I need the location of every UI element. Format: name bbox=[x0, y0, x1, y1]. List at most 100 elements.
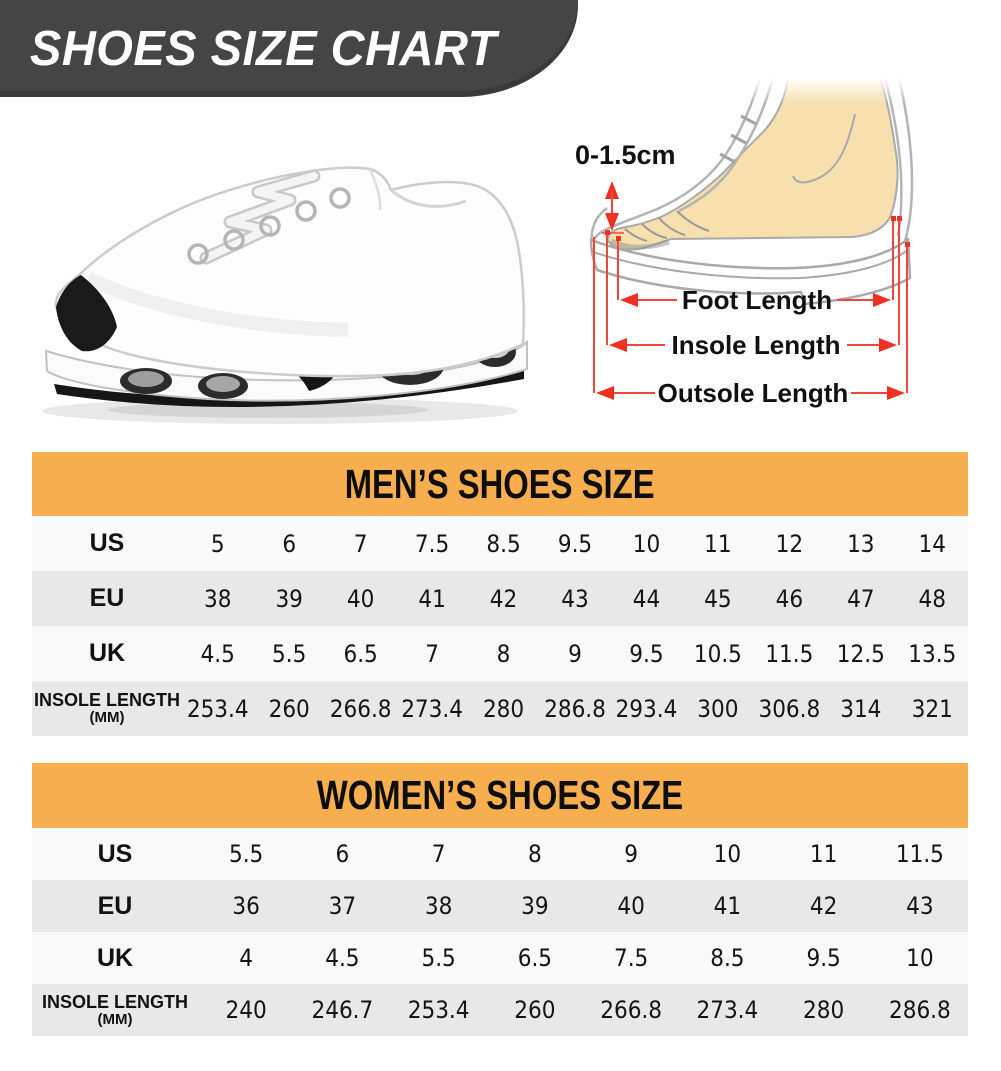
size-value-cell: 47 bbox=[847, 584, 875, 613]
size-value-cell: 4 bbox=[239, 944, 253, 972]
row-label: INSOLE LENGTH (MM) bbox=[32, 691, 182, 726]
size-value-cell: 300 bbox=[697, 694, 739, 723]
size-value-cell: 12 bbox=[775, 529, 804, 558]
size-value-cell: 11 bbox=[809, 840, 838, 868]
size-value-cell: 45 bbox=[704, 584, 732, 613]
toe-gap-label: 0-1.5cm bbox=[575, 140, 676, 170]
size-value-cell: 4.5 bbox=[200, 639, 235, 668]
row-label-text: INSOLE LENGTH bbox=[41, 991, 188, 1012]
toe-lines bbox=[624, 210, 710, 242]
row-label-unit: (MM) bbox=[89, 709, 125, 726]
size-value-cell: 266.8 bbox=[600, 996, 663, 1024]
size-value-cell: 13 bbox=[847, 529, 875, 558]
womens-table-title: WOMEN’S SHOES SIZE bbox=[316, 772, 684, 818]
size-value-cell: 246.7 bbox=[311, 996, 374, 1024]
size-value-cell: 9.5 bbox=[557, 529, 593, 558]
outsole-length-label: Outsole Length bbox=[658, 378, 849, 408]
row-label: UK bbox=[32, 944, 198, 973]
insole-length-label: Insole Length bbox=[672, 330, 841, 360]
lace-eyelets bbox=[187, 187, 351, 265]
size-value-cell: 8.5 bbox=[486, 529, 521, 558]
womens-table-rows: US 5.5 6 7 8 9 10 11 11.5 EU 36 37 38 39 40 41 42 43 UK 4 4.… bbox=[32, 828, 968, 1036]
womens-size-table: WOMEN’S SHOES SIZE US 5.5 6 7 8 9 10 11 11.5 EU 36… bbox=[32, 763, 968, 1036]
size-value-cell: 253.4 bbox=[186, 694, 249, 723]
toe-cap bbox=[56, 275, 117, 352]
table-row-eu: EU 38 39 40 41 42 43 44 45 46 47 48 bbox=[32, 571, 968, 626]
table-row-eu: EU 36 37 38 39 40 41 42 43 bbox=[32, 880, 968, 932]
size-value-cell: 11.5 bbox=[765, 639, 814, 668]
size-value-cell: 293.4 bbox=[615, 694, 678, 723]
foot-length-label: Foot Length bbox=[682, 285, 832, 315]
row-label-text: EU bbox=[97, 891, 133, 920]
size-value-cell: 43 bbox=[906, 892, 934, 920]
size-value-cell: 37 bbox=[328, 892, 357, 920]
row-label-text: INSOLE LENGTH bbox=[33, 690, 180, 710]
size-value-cell: 321 bbox=[911, 694, 953, 723]
toe-shadow bbox=[609, 238, 670, 250]
size-value-cell: 6.5 bbox=[517, 944, 553, 972]
size-value-cell: 40 bbox=[346, 584, 375, 613]
size-value-cell: 10 bbox=[713, 840, 742, 868]
dimension-dots bbox=[605, 216, 910, 247]
laces bbox=[199, 169, 321, 265]
size-value-cell: 11 bbox=[704, 529, 732, 558]
size-value-cell: 260 bbox=[268, 694, 310, 723]
size-value-cell: 42 bbox=[489, 584, 518, 613]
size-value-cell: 273.4 bbox=[696, 996, 759, 1024]
size-value-cell: 7.5 bbox=[414, 529, 450, 558]
size-value-cell: 9.5 bbox=[629, 639, 664, 668]
size-value-cell: 10 bbox=[906, 944, 934, 972]
foot-diagram-svg: 0-1.5cm Foot Length Insole Length Outsol… bbox=[575, 78, 915, 408]
row-label-text: US bbox=[89, 529, 125, 557]
mesh-shading bbox=[84, 271, 349, 337]
header-banner: SHOES SIZE CHART bbox=[0, 0, 578, 97]
table-row-us: US 5 6 7 7.5 8.5 9.5 10 11 12 13 14 bbox=[32, 516, 968, 571]
size-value-cell: 266.8 bbox=[329, 694, 392, 723]
row-label: UK bbox=[32, 639, 182, 668]
size-value-cell: 48 bbox=[918, 584, 946, 613]
table-row-uk: UK 4.5 5.5 6.5 7 8 9 9.5 10.5 11.5 12.5 13.5 bbox=[32, 626, 968, 681]
outsole bbox=[54, 368, 524, 407]
size-value-cell: 44 bbox=[632, 584, 661, 613]
row-label: EU bbox=[32, 892, 198, 921]
size-value-cell: 42 bbox=[809, 892, 838, 920]
size-value-cell: 38 bbox=[203, 584, 232, 613]
size-value-cell: 46 bbox=[775, 584, 804, 613]
size-value-cell: 273.4 bbox=[401, 694, 463, 723]
table-row-uk: UK 4 4.5 5.5 6.5 7.5 8.5 9.5 10 bbox=[32, 932, 968, 984]
dimension-lines bbox=[593, 181, 908, 400]
row-label-text: UK bbox=[96, 943, 134, 972]
size-value-cell: 280 bbox=[803, 996, 845, 1024]
size-value-cell: 6 bbox=[335, 840, 350, 868]
size-value-cell: 14 bbox=[918, 529, 946, 558]
lace-ticks bbox=[719, 114, 757, 164]
table-row-us: US 5.5 6 7 8 9 10 11 11.5 bbox=[32, 828, 968, 880]
size-value-cell: 5.5 bbox=[272, 639, 307, 668]
mens-table-title-bar: MEN’S SHOES SIZE bbox=[32, 452, 968, 516]
mens-table-rows: US 5 6 7 7.5 8.5 9.5 10 11 12 13 14 EU 38 39 40 41 42 43 44… bbox=[32, 516, 968, 736]
size-value-cell: 7 bbox=[425, 639, 439, 668]
size-value-cell: 13.5 bbox=[908, 639, 957, 668]
ankle-line bbox=[792, 113, 856, 184]
size-value-cell: 260 bbox=[514, 996, 556, 1024]
mens-size-table: MEN’S SHOES SIZE US 5 6 7 7.5 8.5 9.5 10 11 12 13 1… bbox=[32, 452, 968, 736]
row-label: US bbox=[32, 529, 182, 558]
size-value-cell: 9 bbox=[568, 639, 582, 668]
size-value-cell: 10.5 bbox=[693, 639, 742, 668]
size-value-cell: 39 bbox=[521, 892, 549, 920]
foot-measurement-diagram: 0-1.5cm Foot Length Insole Length Outsol… bbox=[555, 78, 1001, 422]
row-label: INSOLE LENGTH (MM) bbox=[32, 991, 198, 1028]
size-value-cell: 306.8 bbox=[758, 694, 821, 723]
sneaker-image bbox=[18, 148, 553, 443]
row-label-text: UK bbox=[88, 639, 126, 667]
size-value-cell: 7 bbox=[353, 529, 368, 558]
womens-table-title-bar: WOMEN’S SHOES SIZE bbox=[32, 763, 968, 828]
foot-shape bbox=[606, 78, 899, 251]
size-value-cell: 8.5 bbox=[710, 944, 745, 972]
table-row-insole-length: INSOLE LENGTH (MM) 253.4 260 266.8 273.4 280 28… bbox=[32, 681, 968, 736]
sole-inner-line bbox=[592, 248, 910, 280]
size-value-cell: 38 bbox=[424, 892, 453, 920]
size-value-cell: 7 bbox=[431, 840, 446, 868]
collar-line bbox=[390, 188, 467, 208]
size-value-cell: 314 bbox=[840, 694, 882, 723]
